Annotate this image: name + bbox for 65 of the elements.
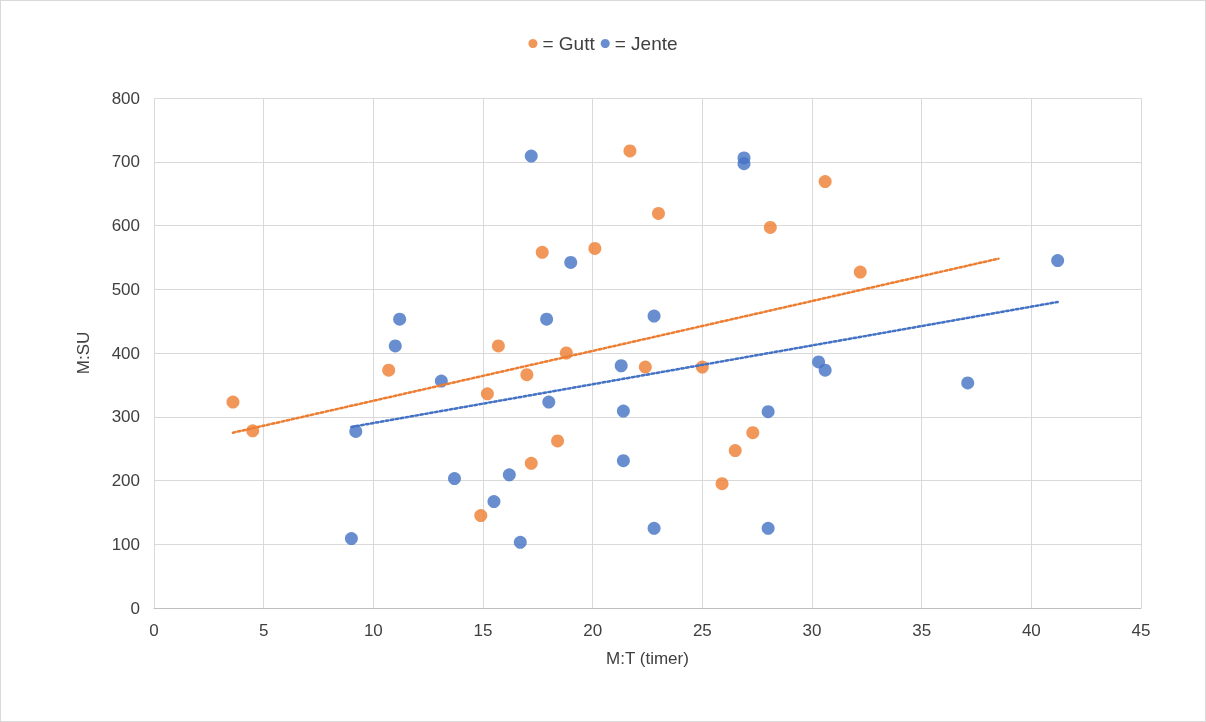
point — [737, 157, 751, 171]
point — [818, 175, 832, 189]
point — [480, 387, 494, 401]
point — [551, 434, 565, 448]
point — [542, 395, 556, 409]
point — [487, 495, 501, 509]
y-tick-label: 800 — [111, 88, 140, 108]
legend-label: = Jente — [614, 33, 678, 54]
point — [502, 468, 516, 482]
point — [226, 395, 240, 409]
point — [761, 521, 775, 535]
y-tick-label: 600 — [111, 216, 140, 235]
point — [448, 472, 461, 486]
point — [616, 454, 630, 468]
point — [388, 339, 402, 353]
y-tick-label: 100 — [111, 534, 140, 554]
point — [616, 404, 630, 418]
point — [614, 359, 628, 373]
x-tick-label: 45 — [1131, 621, 1151, 640]
point — [763, 220, 777, 234]
y-tick-label: 500 — [111, 279, 140, 299]
x-tick-label: 10 — [363, 621, 383, 640]
point — [651, 206, 665, 220]
point — [1051, 254, 1065, 268]
point — [535, 245, 549, 259]
x-tick-label: 25 — [692, 621, 712, 640]
point — [382, 363, 396, 377]
point — [647, 309, 661, 323]
point — [393, 312, 407, 326]
point — [474, 509, 488, 523]
point — [623, 144, 637, 158]
point — [564, 255, 578, 269]
y-tick-label: 400 — [111, 343, 140, 363]
point — [853, 265, 867, 279]
point — [524, 149, 538, 163]
y-tick-label: 0 — [130, 598, 140, 618]
point — [746, 426, 760, 440]
point — [524, 456, 538, 470]
legend-label: = Gutt — [542, 33, 596, 54]
point — [961, 376, 975, 390]
x-axis-title: M:T (timer) — [606, 649, 689, 668]
x-tick-label: 30 — [802, 621, 822, 640]
point — [638, 360, 652, 374]
point — [812, 355, 826, 369]
x-tick-label: 5 — [258, 621, 269, 640]
y-axis-title: M:SU — [74, 331, 93, 375]
point — [761, 405, 775, 419]
point — [540, 312, 554, 326]
point — [491, 339, 505, 353]
x-tick-label: 35 — [912, 621, 932, 640]
y-tick-label: 200 — [111, 471, 140, 490]
y-tick-label: 300 — [111, 407, 140, 427]
point — [818, 363, 832, 377]
point — [647, 521, 661, 535]
point — [513, 535, 527, 549]
x-tick-label: 0 — [149, 621, 159, 640]
point — [715, 477, 729, 491]
point — [344, 532, 358, 546]
x-tick-label: 20 — [583, 621, 603, 640]
x-tick-label: 40 — [1021, 621, 1041, 640]
point — [728, 444, 742, 458]
point — [588, 241, 602, 255]
y-tick-label: 700 — [111, 152, 140, 172]
x-tick-label: 15 — [473, 621, 493, 640]
point — [520, 368, 534, 382]
